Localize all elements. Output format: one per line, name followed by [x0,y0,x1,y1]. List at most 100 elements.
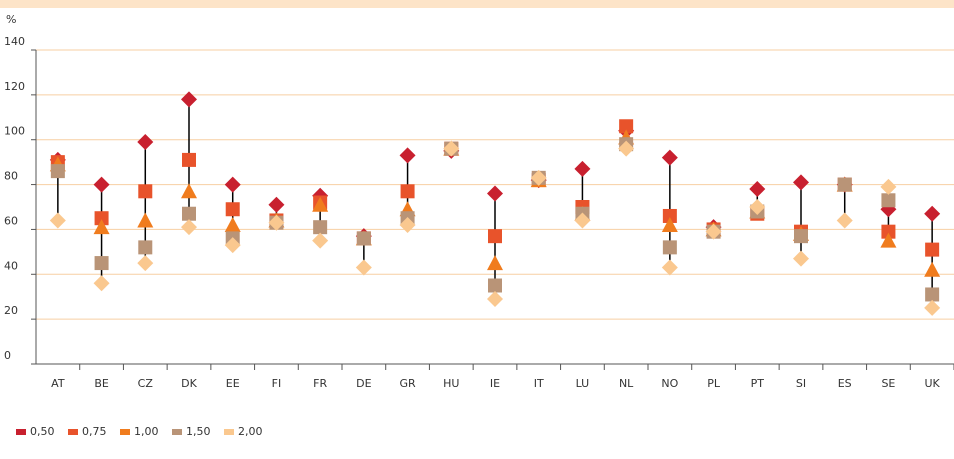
triangle-marker [137,212,154,228]
diamond-marker [574,212,591,229]
diamond-marker [137,133,154,150]
y-tick-label: 0 [4,349,11,362]
diamond-marker [530,169,547,186]
x-tick-label: FR [313,377,327,390]
diamond-marker [880,178,897,195]
square-marker [925,287,940,302]
y-axis-label: % [6,13,16,26]
legend-swatch [68,429,78,435]
x-tick-label: UK [925,377,941,390]
square-marker [881,193,896,208]
x-tick-label: EE [226,377,240,390]
square-marker [313,220,328,235]
diamond-marker [924,205,941,222]
diamond-marker [399,216,416,233]
x-tick-label: PL [707,377,721,390]
diamond-marker [268,196,285,213]
diamond-marker [93,275,110,292]
square-marker [794,229,808,244]
y-tick-label: 120 [4,80,25,93]
legend-label: 2,00 [238,425,263,438]
square-marker [94,211,109,226]
legend-label: 0,50 [30,425,55,438]
diamond-marker [661,259,678,276]
diamond-marker [181,219,197,236]
x-tick-label: DK [181,377,197,390]
triangle-marker [880,232,897,248]
triangle-marker [924,261,941,277]
x-tick-label: LU [576,377,590,390]
y-tick-label: 80 [4,170,18,183]
diamond-marker [355,259,372,276]
y-tick-label: 40 [4,259,18,272]
square-marker [837,177,852,192]
diamond-marker [793,174,809,191]
square-marker [182,206,196,221]
diamond-marker [93,176,110,193]
diamond-marker [749,181,766,198]
diamond-marker [49,212,66,229]
legend-swatch [120,429,130,435]
x-tick-label: IT [534,377,544,390]
diamond-marker [137,255,154,272]
diamond-marker [181,91,197,108]
square-marker [619,119,634,134]
square-marker [50,164,65,179]
diamond-marker [749,199,766,215]
diamond-marker [487,290,503,307]
x-tick-label: SI [796,377,806,390]
square-marker [182,152,196,167]
diamond-marker [661,149,678,166]
y-tick-label: 140 [4,35,25,48]
x-tick-label: AT [51,377,65,390]
diamond-marker [224,176,241,193]
diamond-marker [574,160,591,177]
square-marker [662,208,677,223]
triangle-marker [224,216,241,232]
x-tick-label: FI [272,377,282,390]
x-tick-label: HU [443,377,459,390]
triangle-marker [487,255,503,271]
diamond-marker [487,185,503,202]
diamond-marker [224,237,241,254]
diamond-marker [836,212,853,229]
x-tick-label: DE [356,377,371,390]
y-tick-label: 100 [4,125,25,138]
triangle-marker [661,216,678,232]
diamond-marker [268,214,285,231]
y-tick-label: 60 [4,214,18,227]
square-marker [356,231,371,246]
square-marker [881,224,896,239]
x-tick-label: ES [838,377,852,390]
legend-label: 1,50 [186,425,211,438]
x-tick-label: GR [399,377,416,390]
x-tick-label: BE [94,377,109,390]
x-tick-label: IE [490,377,500,390]
legend-swatch [16,429,26,435]
diamond-marker [312,232,329,249]
diamond-marker [443,140,460,157]
square-marker [138,184,153,199]
square-marker [925,242,940,257]
top-banner [0,0,954,8]
square-marker [138,240,153,255]
square-marker [400,184,415,199]
legend-label: 1,00 [134,425,159,438]
x-tick-label: NO [661,377,678,390]
x-tick-label: SE [881,377,895,390]
diamond-marker [924,299,941,316]
triangle-marker [312,196,329,212]
x-tick-label: CZ [138,377,154,390]
diamond-marker [793,250,809,267]
triangle-marker [181,183,197,199]
square-marker [488,278,502,293]
y-tick-label: 20 [4,304,18,317]
square-marker [488,229,502,244]
legend-label: 0,75 [82,425,107,438]
x-tick-label: PT [751,377,765,390]
diamond-marker [618,140,635,157]
diamond-marker [399,147,416,164]
square-marker [662,240,677,255]
triangle-marker [93,219,110,235]
